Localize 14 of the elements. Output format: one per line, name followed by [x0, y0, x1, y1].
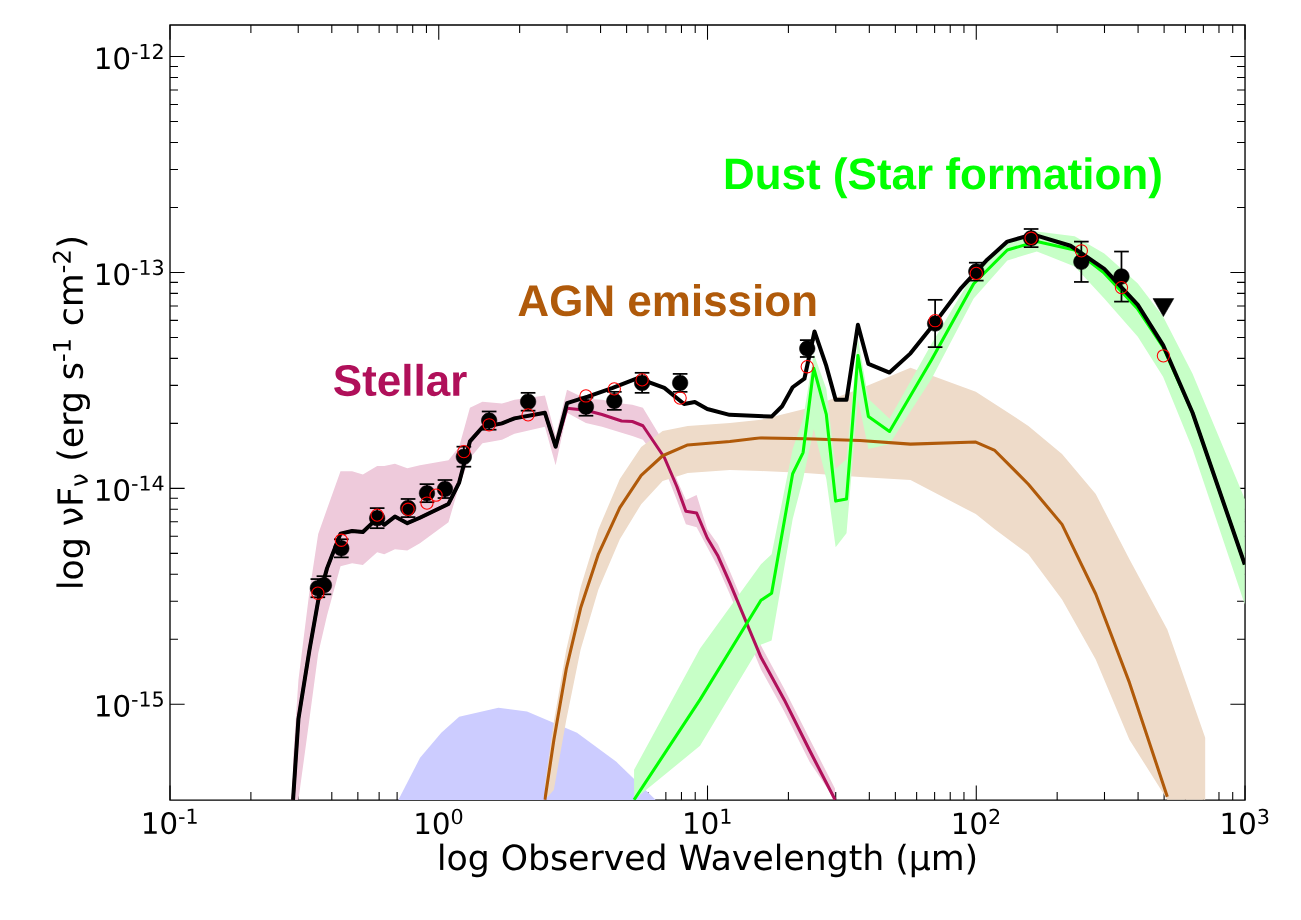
x-tick-label: 10$^{1}$: [685, 808, 731, 835]
x-tick-label: 10$^{-1}$: [143, 808, 197, 835]
y-tick-label: 10$^{-15}$: [96, 691, 163, 717]
y-tick-label: 10$^{-14}$: [96, 475, 164, 502]
text: AGN emission: [518, 283, 816, 317]
y-tick-label: 10$^{-12}$: [96, 43, 163, 70]
series-label: Stellar: [334, 363, 467, 397]
y-axis-title: log νF$_{ν}$ (erg s$^{-1}$ cm$^{-2}$): [52, 237, 90, 587]
x-tick-label: 10$^{3}$: [1222, 808, 1269, 835]
x-axis-title: log Observed Wavelength (μm): [440, 843, 976, 878]
x-tick-label: 10$^{0}$: [416, 808, 463, 835]
y-tick-label: 10$^{-13}$: [96, 259, 163, 286]
text: Dust (Star formation): [725, 157, 1161, 199]
x-tick-label: 10$^{2}$: [953, 808, 1000, 835]
